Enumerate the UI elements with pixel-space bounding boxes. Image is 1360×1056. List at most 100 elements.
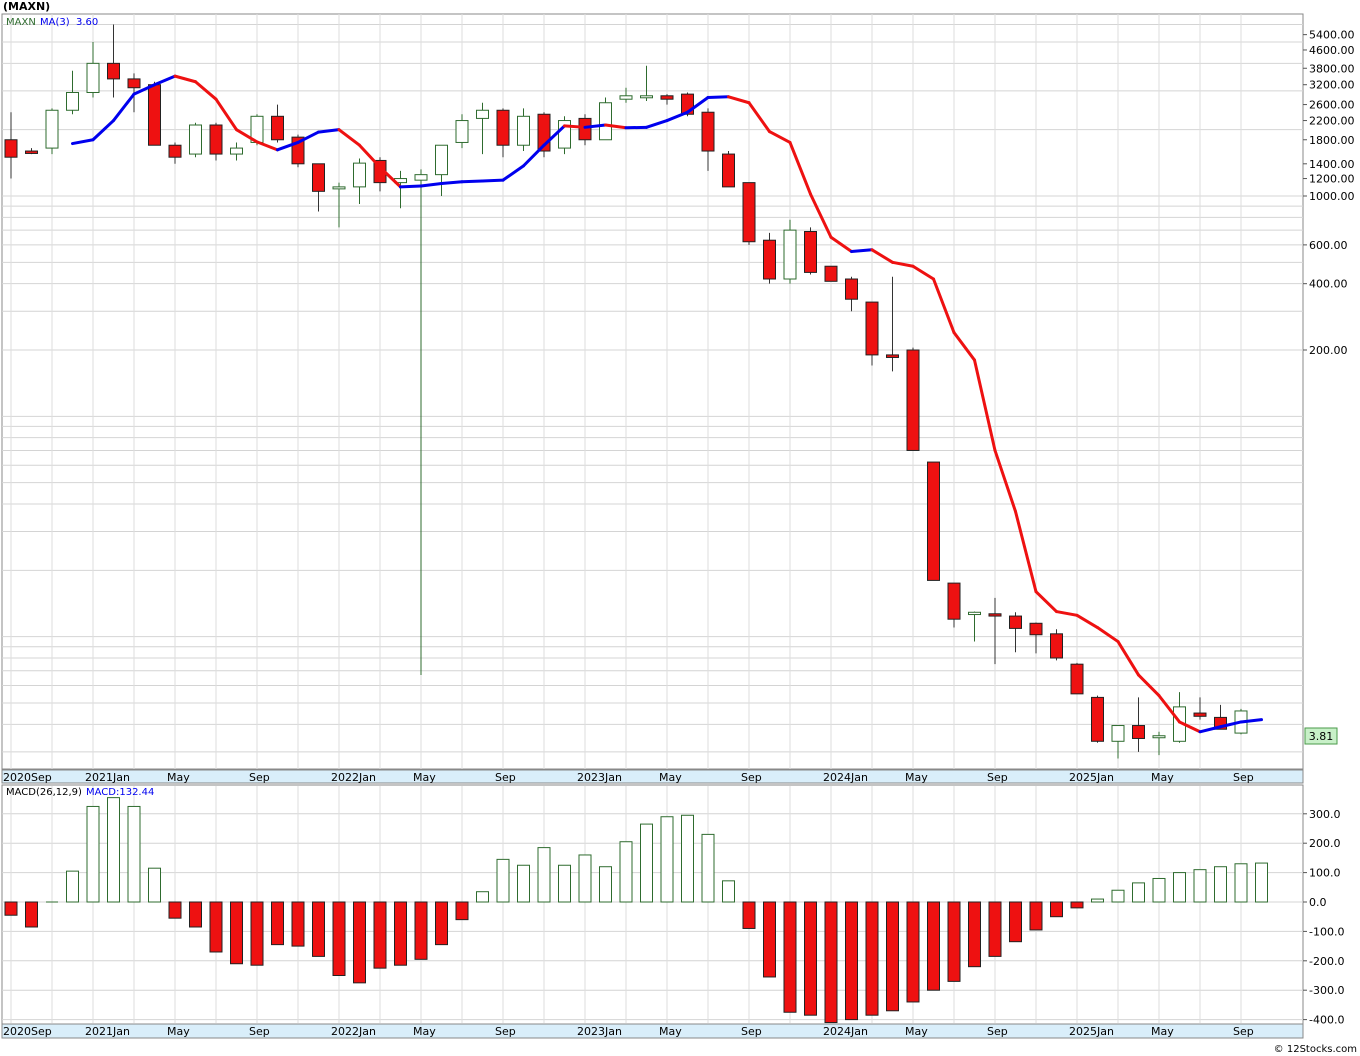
price-x-tick-label: Sep: [987, 771, 1008, 784]
candle-body: [1029, 622, 1043, 636]
candle: [496, 108, 510, 158]
macd-bar: [927, 901, 940, 991]
candle-body: [45, 109, 59, 149]
candle-body: [763, 239, 776, 280]
macd-y-tick-label: -300.0: [1309, 984, 1344, 997]
ma3-segment: [788, 140, 812, 196]
candle-body: [107, 62, 120, 80]
candle-body: [1091, 696, 1104, 742]
macd-bar: [230, 901, 243, 965]
price-x-tick-label: 2022Jan: [331, 771, 376, 784]
macd-y-axis: 300.0 200.0 100.0 0.0 -100.0 -200.0 -300.0 -400…: [1303, 808, 1344, 1027]
ma3-segment: [563, 124, 587, 129]
candle: [435, 144, 448, 196]
macd-bar: [1234, 863, 1248, 903]
candle-body: [353, 162, 366, 188]
macd-bar: [394, 901, 407, 966]
macd-bar: [1050, 901, 1063, 918]
candle-body: [578, 117, 592, 141]
ma3-segment: [665, 110, 689, 123]
macd-x-tick-label: 2022Jan: [331, 1025, 376, 1038]
ma3-segment: [1075, 613, 1099, 630]
price-y-tick-label: 600.00: [1309, 239, 1348, 252]
ma3-segment: [1219, 720, 1243, 729]
ma3-line: [71, 74, 1263, 734]
macd-bar: [332, 901, 346, 976]
candle: [209, 122, 223, 161]
candle: [1070, 662, 1084, 695]
macd-y-tick-label: 0.0: [1309, 896, 1327, 909]
candle-body: [968, 611, 981, 616]
ma3-segment: [1096, 626, 1120, 644]
macd-x-tick-label: 2021Jan: [85, 1025, 130, 1038]
ma3-segment: [1116, 640, 1140, 677]
candle: [578, 114, 592, 146]
candle: [230, 142, 243, 161]
candle: [271, 104, 284, 143]
ma3-segment: [686, 95, 710, 114]
ma3-segment: [809, 192, 833, 239]
ma3-segment: [173, 74, 197, 84]
candle-body: [804, 231, 817, 273]
candle: [4, 112, 18, 179]
macd-legend-name: MACD(26,12,9): [6, 787, 82, 798]
candle-body: [1132, 725, 1145, 739]
candle-body: [127, 78, 141, 89]
macd-y-tick-label: 100.0: [1309, 867, 1341, 880]
copyright: © 12Stocks.com: [1274, 1044, 1357, 1055]
price-x-tick-label: 2023Jan: [577, 771, 622, 784]
candle-body: [476, 109, 489, 119]
ma3-segment: [358, 143, 382, 169]
macd-x-tick-label: Sep: [249, 1025, 270, 1038]
macd-x-tick-label: 2025Jan: [1069, 1025, 1114, 1038]
macd-bar: [414, 901, 428, 960]
price-x-tick-label: May: [1151, 771, 1174, 784]
price-y-tick-label: 400.00: [1309, 278, 1348, 291]
macd-y-tick-label: -400.0: [1309, 1014, 1344, 1027]
candle-body: [947, 582, 961, 620]
price-y-tick-label: 4600.00: [1309, 44, 1355, 57]
ma3-segment: [583, 123, 607, 129]
candle: [1173, 692, 1186, 743]
ma3-segment: [604, 123, 628, 130]
macd-x-tick-label: May: [905, 1025, 928, 1038]
candle-body: [148, 84, 161, 146]
candle: [783, 219, 797, 284]
candle-body: [230, 147, 243, 155]
ma3-segment: [747, 101, 771, 134]
price-x-tick-label: May: [905, 771, 928, 784]
ma3-segment: [1198, 725, 1222, 734]
ma3-segment: [419, 181, 443, 188]
macd-bar: [168, 901, 182, 919]
ma3-segment: [973, 358, 997, 452]
candle-body: [722, 153, 735, 188]
macd-bar: [804, 901, 817, 1016]
macd-bar: [988, 901, 1002, 957]
ma3-segment: [911, 264, 935, 281]
candle: [1152, 731, 1166, 756]
ma3-segment: [768, 130, 792, 144]
candle-body: [742, 182, 756, 243]
candle-body: [599, 102, 612, 141]
candle: [312, 163, 325, 212]
candle: [742, 182, 756, 245]
price-x-tick-label: May: [659, 771, 682, 784]
candle: [1009, 612, 1022, 653]
macd-bar: [1173, 872, 1186, 903]
candle: [845, 276, 858, 312]
price-y-tick-label: 1400.00: [1309, 158, 1355, 171]
candle-body: [927, 461, 940, 581]
candle-body: [783, 229, 797, 280]
candle-body: [209, 124, 223, 155]
macd-bar: [947, 901, 961, 982]
price-y-tick-label: 200.00: [1309, 344, 1348, 357]
price-x-tick-label: May: [167, 771, 190, 784]
ma3-segment: [91, 119, 115, 142]
price-legend-ma-value: 3.60: [76, 17, 98, 28]
candle-body: [906, 349, 920, 451]
macd-bar: [455, 901, 469, 921]
candle-body: [455, 120, 469, 143]
candle-body: [168, 144, 182, 158]
candle: [988, 597, 1002, 665]
candle-body: [1193, 712, 1207, 717]
